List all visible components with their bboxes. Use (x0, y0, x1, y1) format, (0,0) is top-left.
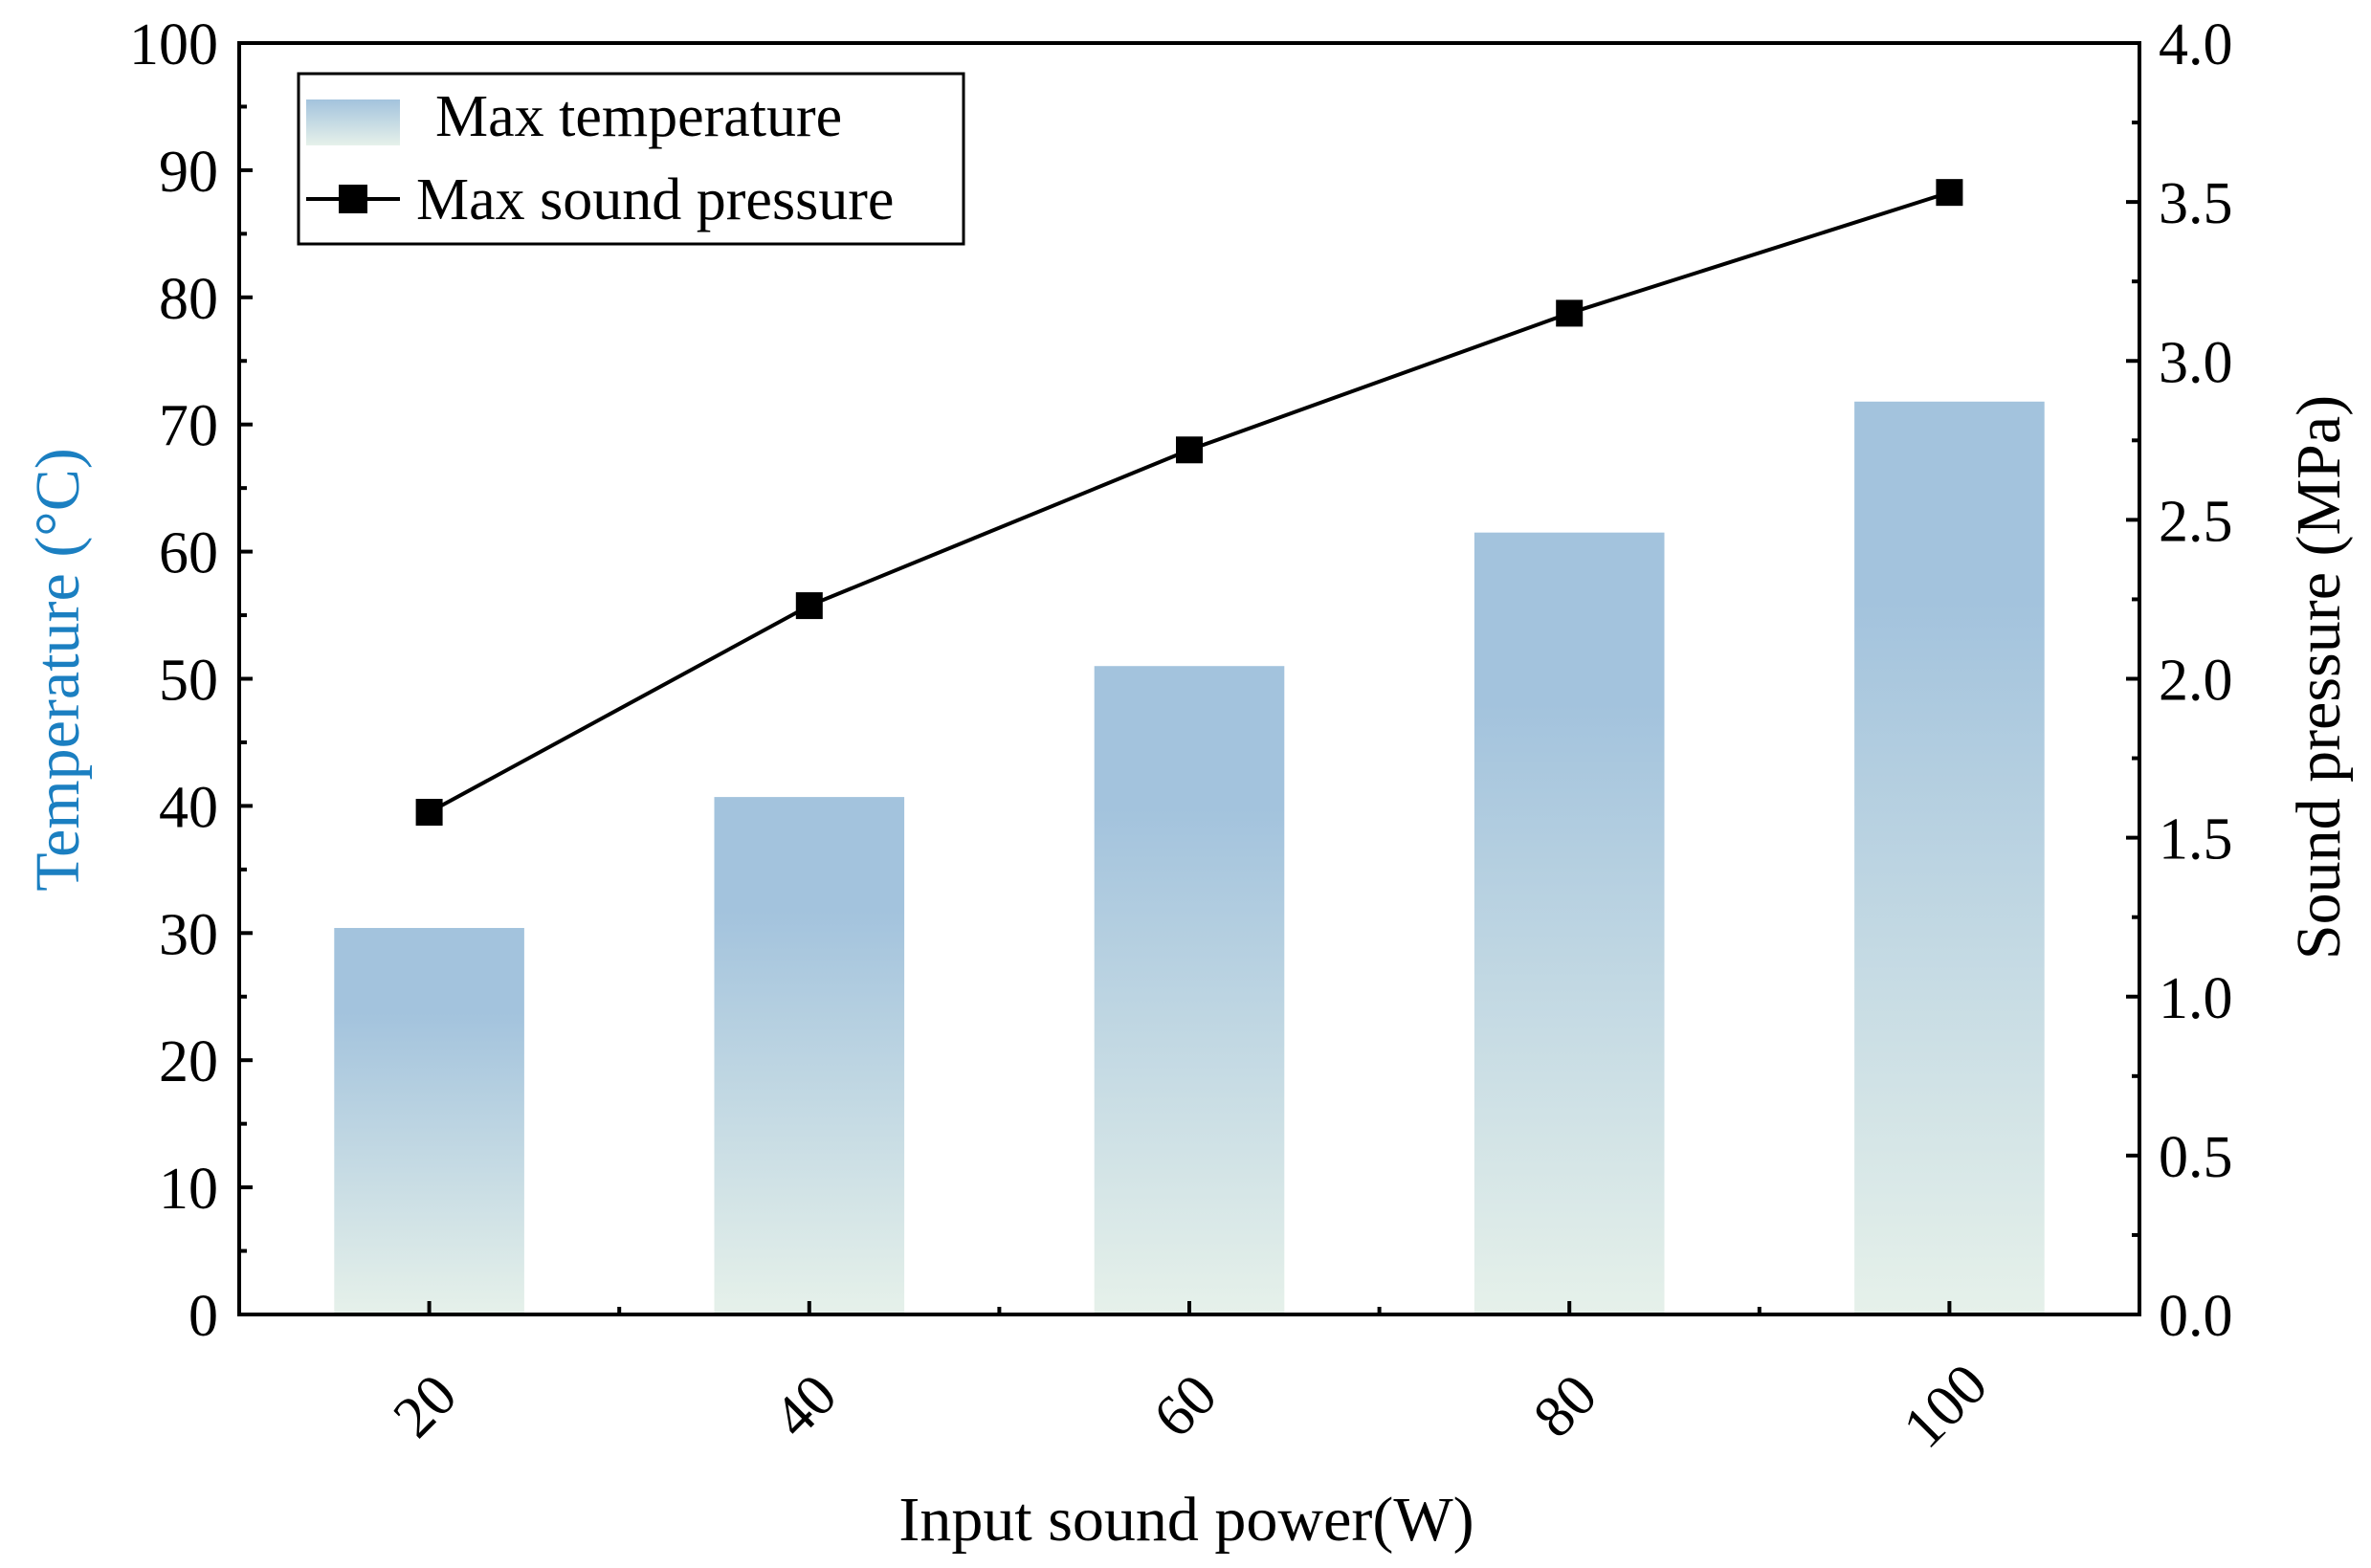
bar-60 (1094, 666, 1285, 1314)
right-tick-label: 2.5 (2159, 489, 2233, 554)
left-tick-label: 0 (188, 1284, 218, 1349)
x-tick-label: 40 (762, 1362, 850, 1450)
right-tick-label: 1.5 (2159, 807, 2233, 872)
bar-40 (714, 797, 905, 1314)
left-tick-label: 60 (159, 521, 218, 586)
bar-80 (1474, 532, 1665, 1314)
legend-label-max-temperature: Max temperature (435, 84, 842, 149)
left-tick-label: 90 (159, 140, 218, 205)
sound-pressure-point-80 (1556, 299, 1584, 327)
left-axis-label: Temperature (°C) (23, 448, 93, 891)
bar-100 (1854, 401, 2045, 1314)
line-series (415, 179, 1963, 827)
legend-bar-swatch (306, 99, 400, 145)
sound-pressure-point-60 (1176, 436, 1203, 464)
x-tick-label: 20 (381, 1362, 469, 1450)
sound-pressure-point-100 (1936, 179, 1963, 207)
left-axis-tick-labels: 0 10 20 30 40 50 60 70 80 90 100 (129, 12, 218, 1349)
right-axis-label: Sound pressure (MPa) (2284, 395, 2354, 960)
left-tick-label: 70 (159, 394, 218, 459)
legend: Max temperature Max sound pressure (297, 72, 965, 246)
left-tick-label: 50 (159, 649, 218, 714)
x-tick-label: 80 (1521, 1362, 1609, 1450)
x-tick-label: 60 (1141, 1362, 1230, 1450)
legend-box (297, 72, 965, 246)
bar-series (334, 401, 2045, 1314)
x-axis-tick-labels: 20 40 60 80 100 (381, 1352, 2000, 1461)
left-tick-label: 30 (159, 902, 218, 967)
right-tick-label: 0.5 (2159, 1125, 2233, 1190)
legend-square-marker (339, 185, 367, 213)
axis-ticks (239, 41, 2139, 1316)
legend-label-max-sound-pressure: Max sound pressure (416, 167, 894, 232)
right-tick-label: 2.0 (2159, 649, 2233, 714)
right-tick-label: 4.0 (2159, 12, 2233, 77)
left-tick-label: 100 (129, 12, 218, 77)
sound-pressure-point-20 (415, 799, 443, 827)
left-tick-label: 20 (159, 1029, 218, 1094)
bar-20 (334, 927, 524, 1314)
right-tick-label: 3.0 (2159, 330, 2233, 395)
left-tick-label: 40 (159, 775, 218, 840)
x-tick-label: 100 (1891, 1352, 2000, 1461)
left-tick-label: 10 (159, 1157, 218, 1222)
sound-pressure-point-40 (795, 592, 823, 620)
x-axis-label: Input sound power(W) (898, 1485, 1474, 1555)
left-tick-label: 80 (159, 267, 218, 332)
right-tick-label: 0.0 (2159, 1284, 2233, 1349)
right-tick-label: 3.5 (2159, 171, 2233, 236)
right-axis-tick-labels: 0.0 0.5 1.0 1.5 2.0 2.5 3.0 3.5 4.0 (2159, 12, 2233, 1349)
right-tick-label: 1.0 (2159, 966, 2233, 1031)
